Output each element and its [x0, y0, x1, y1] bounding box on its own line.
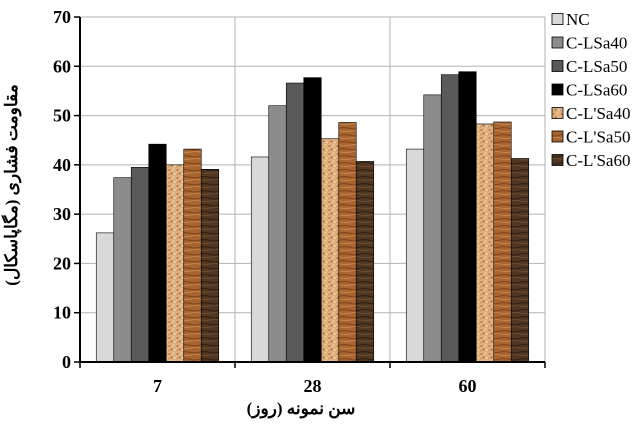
y-tick-label: 20 [53, 253, 71, 273]
y-tick-label: 50 [53, 106, 71, 126]
bar [458, 71, 477, 363]
bar [303, 77, 322, 363]
legend-label: C-LSa60 [566, 81, 627, 100]
bar [320, 138, 340, 363]
legend-label: C-L'Sa40 [566, 104, 630, 123]
y-tick-label: 40 [53, 155, 71, 175]
legend-label: C-L'Sa50 [566, 128, 630, 147]
bar [113, 177, 132, 363]
x-category-label: 60 [459, 376, 477, 396]
bar [183, 148, 202, 363]
bar [338, 122, 357, 363]
legend-swatch [551, 36, 564, 49]
bar [440, 74, 460, 363]
bar [165, 164, 185, 363]
legend-label: NC [566, 10, 590, 29]
bar [493, 121, 512, 363]
bar [130, 167, 150, 363]
bar [405, 148, 425, 363]
legend-label: C-LSa50 [566, 57, 627, 76]
bar [250, 156, 270, 363]
bar [148, 143, 167, 363]
legend-label: C-L'Sa60 [566, 151, 630, 170]
bar [200, 168, 220, 363]
y-tick-label: 70 [53, 7, 71, 27]
x-category-label: 28 [304, 376, 322, 396]
y-tick-labels: 0 10 20 30 40 50 60 70 [53, 7, 71, 372]
axes [74, 16, 546, 368]
y-tick-label: 0 [62, 352, 71, 372]
legend-swatch [551, 154, 564, 166]
y-tick-label: 30 [53, 204, 71, 224]
legend-swatch [551, 60, 564, 72]
bar [475, 123, 495, 363]
legend-swatch [551, 83, 564, 96]
legend-swatch [551, 107, 564, 119]
bar [285, 82, 305, 363]
y-tick-label: 10 [53, 303, 71, 323]
legend-swatch [551, 13, 564, 25]
bar [510, 158, 530, 363]
y-tick-label: 60 [53, 56, 71, 76]
legend-swatch [551, 130, 564, 143]
x-category-labels: 7 28 60 [153, 376, 477, 396]
bars [95, 71, 530, 363]
bar [423, 94, 442, 363]
x-category-label: 7 [153, 376, 162, 396]
bar [268, 105, 287, 363]
bar [355, 161, 375, 363]
bar [95, 232, 115, 363]
legend: NC C-LSa40 C-LSa50 C-LSa60 C-L'Sa40 C-L'Sa50 C… [551, 10, 630, 170]
y-axis-title: مقاومت فشاری (مگاپاسکال) [1, 84, 22, 285]
x-axis-title: سن نمونه (روز) [247, 399, 356, 419]
legend-label: C-LSa40 [566, 34, 627, 53]
